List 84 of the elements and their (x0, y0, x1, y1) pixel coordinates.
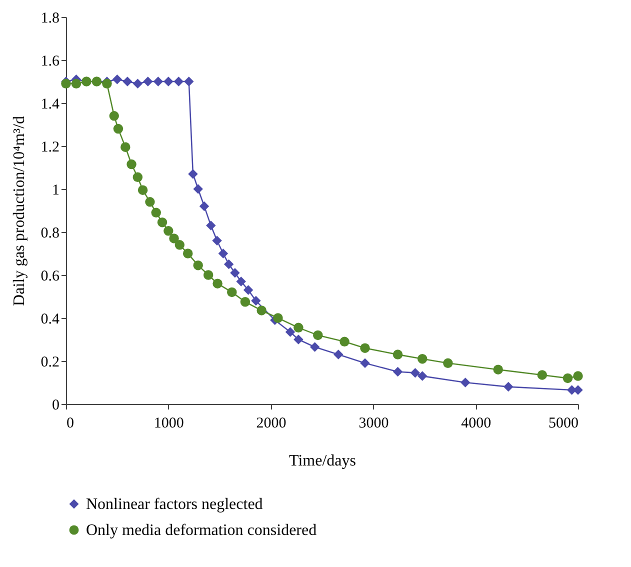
point (227, 287, 237, 298)
point (157, 217, 168, 228)
point (218, 248, 228, 258)
point (537, 370, 548, 380)
point (164, 226, 174, 236)
point (360, 343, 370, 353)
point (199, 201, 210, 212)
point (193, 260, 203, 270)
point (112, 74, 122, 84)
point (182, 248, 193, 258)
point (153, 76, 164, 86)
y-tick-label: 0.8 (40, 226, 60, 242)
x-tick-label: 2000 (256, 416, 286, 432)
point (71, 78, 82, 89)
point (294, 322, 304, 333)
point (145, 197, 155, 207)
point (188, 169, 198, 179)
point (236, 276, 246, 286)
point (120, 142, 130, 152)
point (174, 240, 185, 250)
point (493, 364, 503, 374)
point (340, 336, 350, 347)
point (203, 270, 214, 280)
point (138, 185, 148, 195)
point (169, 234, 179, 244)
point (392, 350, 403, 360)
point (61, 78, 71, 89)
x-tick-label: 3000 (358, 416, 389, 432)
y-tick-label: 1.2 (40, 140, 60, 156)
point (313, 330, 323, 340)
point (132, 78, 143, 89)
point (392, 366, 403, 377)
x-tick-label: 0 (66, 416, 74, 432)
point (240, 297, 250, 307)
point (132, 172, 143, 182)
point (212, 278, 222, 288)
point (174, 76, 184, 86)
point (410, 368, 420, 378)
point (102, 78, 112, 89)
legend-label: Nonlinear factors neglected (86, 496, 263, 513)
point (503, 382, 514, 392)
point (243, 285, 254, 295)
y-tick-label: 0 (52, 398, 60, 414)
y-tick-label: 1.8 (40, 10, 60, 26)
point (212, 236, 222, 246)
y-tick-label: 1.6 (40, 54, 60, 70)
point (417, 354, 428, 364)
point (334, 350, 344, 360)
point (273, 313, 283, 323)
point (285, 327, 296, 337)
point (310, 342, 320, 352)
point (193, 184, 203, 194)
point (206, 220, 216, 230)
legend-label: Only media deformation considered (86, 522, 317, 539)
x-tick-label: 1000 (154, 416, 184, 432)
x-tick-label: 4000 (461, 416, 492, 432)
point (573, 371, 583, 381)
y-tick-label: 0.2 (40, 354, 60, 370)
point (184, 76, 194, 86)
point (251, 296, 261, 306)
point (164, 76, 174, 86)
point (122, 76, 132, 86)
point (443, 358, 453, 368)
point (360, 358, 370, 368)
y-axis-title: Daily gas production/10⁴m³/d (10, 116, 28, 306)
y-tick-label: 0.6 (40, 268, 60, 284)
point (113, 124, 124, 134)
point (109, 111, 119, 121)
y-tick-label: 0.4 (40, 312, 60, 328)
point (230, 268, 240, 278)
point (417, 371, 428, 381)
point (256, 306, 266, 316)
point (224, 259, 234, 270)
point (126, 159, 136, 170)
x-tick-label: 5000 (548, 416, 578, 432)
point (294, 334, 304, 344)
point (573, 385, 583, 395)
point (562, 373, 573, 384)
point (460, 378, 470, 388)
y-tick-label: 1 (52, 182, 60, 198)
y-tick-label: 1.4 (40, 96, 60, 112)
point (143, 76, 153, 86)
point (151, 208, 161, 218)
x-axis-title: Time/days (289, 452, 356, 470)
